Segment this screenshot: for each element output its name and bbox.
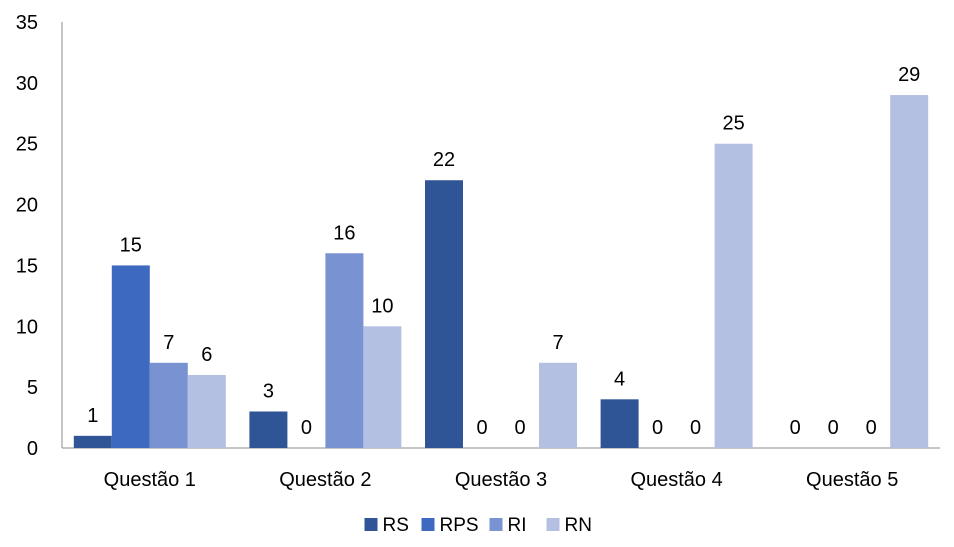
bar-rs bbox=[600, 399, 639, 448]
x-tick-label: Questão 5 bbox=[806, 469, 898, 491]
data-label: 25 bbox=[722, 113, 744, 135]
y-tick-label: 0 bbox=[27, 438, 38, 460]
y-tick-label: 10 bbox=[16, 316, 38, 338]
legend-item-ri: RI bbox=[489, 515, 527, 536]
bar-rs bbox=[249, 411, 288, 448]
legend-label: RN bbox=[565, 515, 592, 536]
legend: RS RPS RI RN bbox=[364, 515, 592, 536]
x-tick-label: Questão 4 bbox=[630, 469, 722, 491]
bar-ri bbox=[325, 253, 364, 448]
bar-ri bbox=[149, 362, 188, 448]
legend-swatch bbox=[421, 518, 435, 531]
bar-rn bbox=[187, 374, 226, 448]
bar-rn bbox=[714, 143, 753, 448]
legend-swatch bbox=[546, 518, 560, 531]
legend-label: RS bbox=[383, 515, 409, 536]
data-label: 6 bbox=[201, 344, 212, 366]
x-tick-label: Questão 3 bbox=[455, 469, 547, 491]
data-label: 0 bbox=[301, 417, 312, 439]
legend-item-rps: RPS bbox=[421, 515, 479, 536]
legend-label: RPS bbox=[440, 515, 479, 536]
bar-rs bbox=[73, 435, 112, 448]
data-label: 3 bbox=[263, 380, 274, 402]
data-label: 16 bbox=[333, 222, 355, 244]
y-tick-label: 25 bbox=[16, 134, 38, 156]
legend-label: RI bbox=[508, 515, 527, 536]
data-label: 0 bbox=[514, 417, 525, 439]
data-label: 0 bbox=[866, 417, 877, 439]
data-label: 29 bbox=[898, 64, 920, 86]
data-label: 10 bbox=[371, 295, 393, 317]
data-label: 0 bbox=[790, 417, 801, 439]
data-label: 0 bbox=[828, 417, 839, 439]
y-axis: 0 5 10 15 20 25 30 35 bbox=[16, 12, 63, 460]
data-labels: 1 15 7 6 3 0 16 10 22 0 0 7 4 0 0 25 0 0 0 29 bbox=[87, 64, 920, 439]
legend-swatch bbox=[364, 518, 378, 531]
legend-item-rs: RS bbox=[364, 515, 409, 536]
y-tick-label: 15 bbox=[16, 255, 38, 277]
bar-rn bbox=[363, 326, 402, 448]
y-tick-label: 35 bbox=[16, 12, 38, 34]
x-tick-label: Questão 1 bbox=[104, 469, 196, 491]
legend-item-rn: RN bbox=[546, 515, 592, 536]
data-label: 0 bbox=[476, 417, 487, 439]
bar-rn bbox=[539, 362, 577, 448]
bar-rn bbox=[890, 95, 929, 449]
data-label: 7 bbox=[552, 332, 563, 354]
y-tick-label: 20 bbox=[16, 195, 38, 217]
data-label: 0 bbox=[690, 417, 701, 439]
legend-swatch bbox=[489, 518, 503, 531]
data-label: 22 bbox=[433, 149, 455, 171]
data-label: 1 bbox=[87, 405, 98, 427]
data-label: 0 bbox=[652, 417, 663, 439]
bar-rs bbox=[425, 180, 463, 448]
data-label: 15 bbox=[120, 234, 142, 256]
data-label: 7 bbox=[163, 332, 174, 354]
y-tick-label: 30 bbox=[16, 73, 38, 95]
y-tick-label: 5 bbox=[27, 377, 38, 399]
x-tick-label: Questão 2 bbox=[279, 469, 371, 491]
x-axis: Questão 1 Questão 2 Questão 3 Questão 4 Ques… bbox=[62, 447, 940, 491]
bar-rps bbox=[111, 265, 150, 448]
data-label: 4 bbox=[614, 368, 625, 390]
bars bbox=[73, 95, 929, 449]
